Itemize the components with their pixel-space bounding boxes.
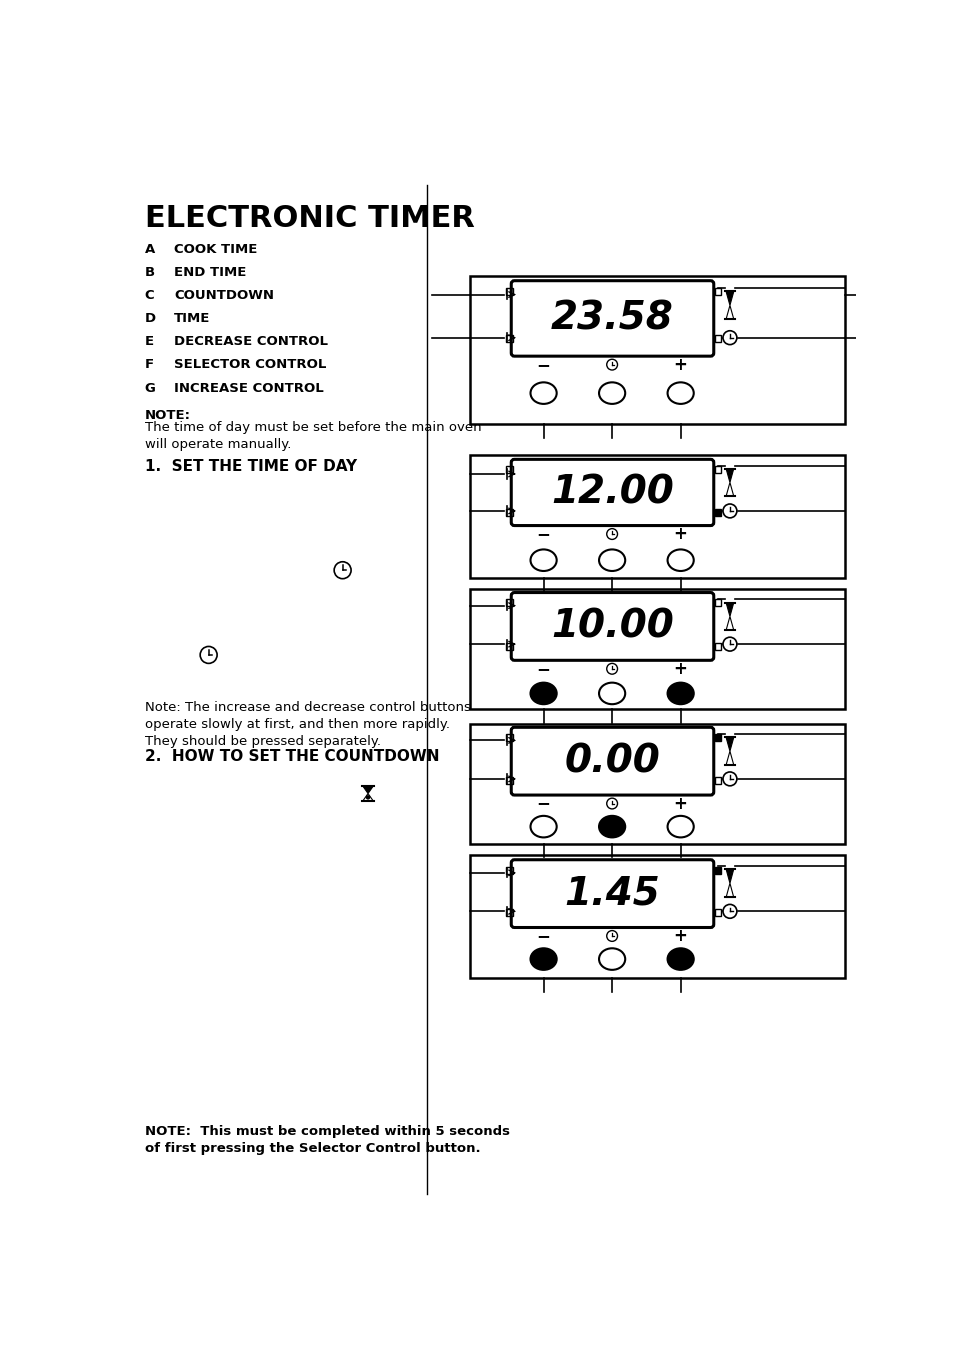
Text: TIME: TIME bbox=[173, 312, 211, 326]
Text: +: + bbox=[673, 794, 687, 812]
Bar bbox=[505, 335, 513, 342]
Text: NOTE:  This must be completed within 5 seconds
of first pressing the Selector Co: NOTE: This must be completed within 5 se… bbox=[145, 1124, 509, 1155]
Text: ELECTRONIC TIMER: ELECTRONIC TIMER bbox=[145, 204, 474, 234]
Text: −: − bbox=[537, 355, 550, 374]
Bar bbox=[505, 777, 513, 784]
Text: DECREASE CONTROL: DECREASE CONTROL bbox=[173, 335, 328, 349]
Ellipse shape bbox=[598, 682, 624, 704]
Bar bbox=[470, 455, 844, 578]
Ellipse shape bbox=[598, 382, 624, 404]
Text: +: + bbox=[673, 526, 687, 543]
FancyBboxPatch shape bbox=[511, 459, 713, 526]
Bar bbox=[470, 724, 844, 843]
Bar bbox=[714, 734, 720, 742]
Polygon shape bbox=[725, 616, 733, 631]
Bar bbox=[714, 466, 720, 473]
Bar bbox=[505, 508, 513, 516]
Ellipse shape bbox=[667, 382, 693, 404]
Polygon shape bbox=[725, 751, 733, 765]
Ellipse shape bbox=[667, 948, 693, 970]
Text: COUNTDOWN: COUNTDOWN bbox=[173, 289, 274, 303]
Bar bbox=[505, 600, 513, 607]
Bar bbox=[470, 855, 844, 978]
Text: 1.45: 1.45 bbox=[564, 874, 659, 913]
Ellipse shape bbox=[667, 816, 693, 838]
Text: NOTE:: NOTE: bbox=[145, 408, 191, 422]
Ellipse shape bbox=[530, 382, 557, 404]
Bar bbox=[505, 466, 513, 473]
Bar bbox=[714, 777, 720, 784]
Text: 10.00: 10.00 bbox=[551, 608, 673, 646]
Text: COOK TIME: COOK TIME bbox=[173, 243, 257, 255]
Bar bbox=[505, 643, 513, 650]
Text: INCREASE CONTROL: INCREASE CONTROL bbox=[173, 381, 323, 394]
Text: +: + bbox=[673, 355, 687, 374]
Ellipse shape bbox=[530, 816, 557, 838]
FancyBboxPatch shape bbox=[511, 727, 713, 794]
Text: G: G bbox=[145, 381, 155, 394]
Ellipse shape bbox=[667, 682, 693, 704]
Polygon shape bbox=[725, 869, 733, 884]
Bar bbox=[714, 508, 720, 516]
Bar bbox=[714, 600, 720, 607]
Text: +: + bbox=[673, 927, 687, 944]
Bar bbox=[714, 335, 720, 342]
Bar bbox=[714, 909, 720, 916]
Bar bbox=[505, 288, 513, 295]
Text: Note: The increase and decrease control buttons
operate slowly at first, and the: Note: The increase and decrease control … bbox=[145, 701, 470, 748]
Text: SELECTOR CONTROL: SELECTOR CONTROL bbox=[173, 358, 326, 372]
FancyBboxPatch shape bbox=[511, 859, 713, 928]
Ellipse shape bbox=[530, 550, 557, 571]
Text: C: C bbox=[145, 289, 154, 303]
Bar bbox=[505, 909, 513, 916]
Polygon shape bbox=[725, 292, 733, 305]
Text: END TIME: END TIME bbox=[173, 266, 246, 280]
Polygon shape bbox=[725, 603, 733, 616]
Text: A: A bbox=[145, 243, 154, 255]
Polygon shape bbox=[362, 786, 373, 793]
Ellipse shape bbox=[598, 948, 624, 970]
Text: E: E bbox=[145, 335, 153, 349]
Polygon shape bbox=[362, 793, 373, 801]
Bar bbox=[470, 276, 844, 424]
Text: −: − bbox=[537, 526, 550, 543]
Text: −: − bbox=[537, 927, 550, 944]
Ellipse shape bbox=[667, 550, 693, 571]
FancyBboxPatch shape bbox=[511, 281, 713, 357]
Polygon shape bbox=[725, 305, 733, 319]
Polygon shape bbox=[725, 469, 733, 482]
Text: The time of day must be set before the main oven
will operate manually.: The time of day must be set before the m… bbox=[145, 422, 481, 451]
Bar bbox=[714, 288, 720, 295]
Polygon shape bbox=[725, 738, 733, 751]
Bar bbox=[714, 867, 720, 874]
Text: +: + bbox=[673, 659, 687, 678]
Text: 1.  SET THE TIME OF DAY: 1. SET THE TIME OF DAY bbox=[145, 459, 356, 474]
Text: 23.58: 23.58 bbox=[551, 300, 673, 338]
Polygon shape bbox=[725, 884, 733, 897]
Text: 2.  HOW TO SET THE COUNTDOWN: 2. HOW TO SET THE COUNTDOWN bbox=[145, 748, 438, 763]
Text: 0.00: 0.00 bbox=[564, 742, 659, 780]
Ellipse shape bbox=[598, 816, 624, 838]
Text: 12.00: 12.00 bbox=[551, 473, 673, 512]
Text: −: − bbox=[537, 659, 550, 678]
Bar bbox=[470, 589, 844, 709]
Circle shape bbox=[366, 796, 369, 798]
Bar bbox=[505, 734, 513, 742]
Bar bbox=[505, 867, 513, 874]
Bar bbox=[714, 643, 720, 650]
FancyBboxPatch shape bbox=[511, 593, 713, 661]
Ellipse shape bbox=[530, 948, 557, 970]
Text: D: D bbox=[145, 312, 155, 326]
Ellipse shape bbox=[598, 550, 624, 571]
Text: B: B bbox=[145, 266, 154, 280]
Ellipse shape bbox=[530, 682, 557, 704]
Text: −: − bbox=[537, 794, 550, 812]
Polygon shape bbox=[725, 482, 733, 496]
Text: F: F bbox=[145, 358, 153, 372]
